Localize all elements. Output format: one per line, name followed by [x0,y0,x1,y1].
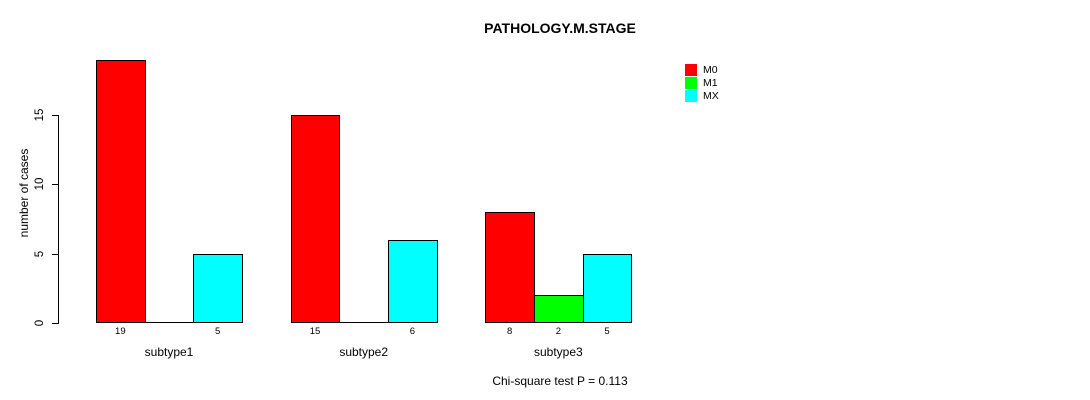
bar-M1-subtype2-zero [339,322,389,323]
y-axis-title: number of cases [17,148,31,238]
bar-value-label: 5 [215,326,221,337]
bar-MX-subtype2 [388,239,438,323]
legend-label: MX [703,89,719,102]
x-category-label-subtype3: subtype3 [533,345,583,359]
bar-value-label: 19 [115,326,126,337]
chart-title: PATHOLOGY.M.STAGE [484,20,636,36]
legend-item-MX: MX [685,89,719,102]
y-tick-label: 0 [34,319,46,327]
bar-M0-subtype1 [96,59,146,323]
legend-label: M1 [703,76,718,89]
legend-label: M0 [703,63,718,76]
legend: M0 M1 MX [685,63,719,102]
legend-item-M1: M1 [685,76,719,89]
bar-value-label: 15 [309,326,321,337]
y-tick [52,115,59,116]
bar-value-label: 8 [507,326,513,337]
x-category-label-subtype1: subtype1 [144,345,194,359]
legend-swatch-MX [685,89,697,102]
legend-item-M0: M0 [685,63,719,76]
legend-swatch-M0 [685,63,697,76]
y-axis-line [58,115,59,324]
y-tick [52,184,59,186]
bar-M0-subtype3 [485,212,535,323]
bar-MX-subtype3 [582,253,633,323]
bar-value-label: 5 [604,326,610,337]
bar-value-label: 6 [409,326,415,337]
bar-MX-subtype1 [193,253,243,323]
y-tick [52,253,59,255]
x-category-label-subtype2: subtype2 [339,345,389,359]
bar-M1-subtype1-zero [144,322,195,323]
bar-M0-subtype2 [290,115,341,323]
chi-square-annotation: Chi-square test P = 0.113 [492,374,628,388]
bar-M1-subtype3 [534,295,584,323]
y-tick-label: 15 [34,108,46,122]
legend-swatch-M1 [685,76,697,89]
y-tick-label: 5 [34,250,46,257]
y-tick [52,323,59,324]
y-tick-label: 10 [34,177,46,191]
bar-value-label: 2 [555,326,561,337]
